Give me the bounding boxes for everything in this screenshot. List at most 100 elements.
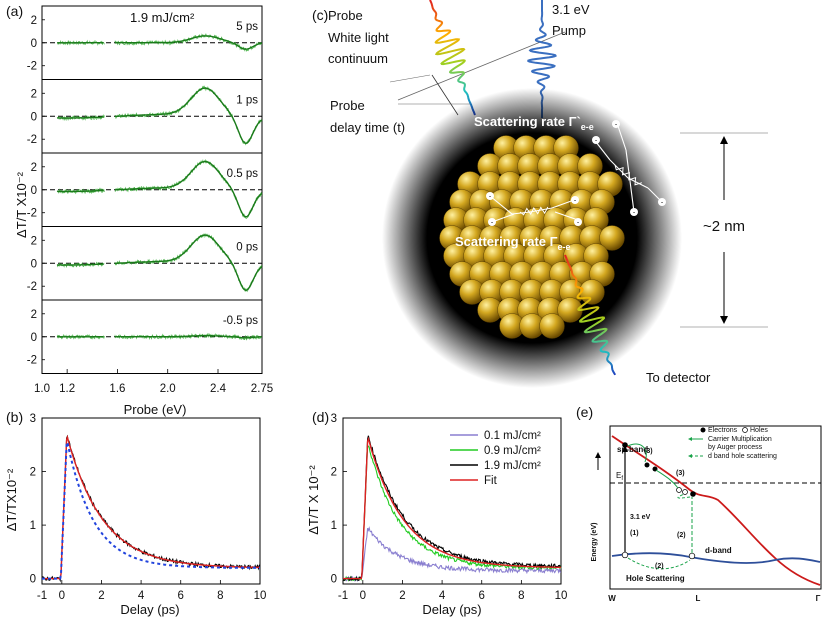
scattering-path — [551, 199, 575, 209]
panel-a-spectrum-fit — [57, 35, 263, 50]
panel-d-frame — [342, 417, 562, 585]
delay-arrow — [431, 74, 459, 116]
panel-e: (e) Energy (eV) Ef sp-band d-band Electr… — [576, 404, 822, 603]
panel-a-ytick-label: 0 — [31, 258, 37, 270]
electron-charge: - — [595, 138, 598, 145]
bPlot-xtick-label: 6 — [178, 590, 184, 602]
electron-charge: - — [633, 210, 636, 217]
panel-a-ytick-label: 0 — [31, 185, 37, 197]
bPlot-xtick-label: 8 — [217, 590, 223, 602]
panel-b-xlabel: Delay (ps) — [120, 602, 179, 617]
panel-e-label: (e) — [576, 404, 593, 420]
bPlot-xtick-label: 2 — [98, 590, 104, 602]
panel-a-delay-label: 0 ps — [236, 242, 258, 254]
panel-b-frame — [41, 417, 261, 585]
panel-e-ylabel: Energy (eV) — [591, 523, 598, 562]
legend-cm-arrowhead — [688, 437, 692, 441]
scattering-path — [554, 211, 579, 221]
panel-a-delay-label: 1 ps — [236, 95, 258, 107]
legend-hole-marker — [742, 427, 748, 433]
panel-a: (a) 1.9 mJ/cm² ΔT/T X10⁻² Probe (eV) 2 0 -… — [6, 3, 273, 417]
electron-4 — [690, 491, 696, 497]
dPlot-ytick-label: 0 — [331, 574, 337, 586]
electron — [486, 192, 494, 200]
cm-arrow-b — [655, 469, 679, 489]
hole-d-1 — [621, 551, 629, 559]
panel-a-xtick-label: 1.6 — [109, 383, 125, 395]
scattering-path — [595, 141, 611, 161]
pump-transition-arrowhead — [622, 445, 628, 452]
scattering-path — [489, 195, 513, 215]
sp-band-curve — [611, 435, 821, 586]
pump-text-2: Pump — [552, 23, 586, 38]
scattering-path — [617, 125, 627, 151]
pump-text-1: 3.1 eV — [552, 2, 590, 17]
panel-a-ytick-label: -2 — [27, 61, 37, 73]
dPlot-xtick-label: -1 — [338, 590, 348, 602]
dPlot-ytick-label: 1 — [331, 520, 337, 532]
bPlot-xtick-label: -1 — [37, 590, 47, 602]
panel-a-ylabel: ΔT/T X10⁻² — [14, 171, 29, 238]
panel-a-ytick-label: 0 — [31, 111, 37, 123]
panel-a-fluence: 1.9 mJ/cm² — [130, 10, 195, 25]
probe-baseline — [389, 74, 431, 83]
panel-a-label: (a) — [6, 3, 23, 19]
scattering-path — [627, 177, 649, 189]
legend-cm-line1: Carrier Multiplication — [708, 436, 772, 443]
electron — [488, 218, 496, 226]
detector-label: To detector — [646, 370, 711, 385]
dPlot-series-2 — [342, 435, 562, 582]
electron — [571, 196, 579, 204]
legend-entry: 0.1 mJ/cm² — [484, 430, 541, 442]
dPlot-ytick-label: 2 — [331, 467, 337, 479]
legend-holes: Holes — [750, 427, 768, 434]
dPlot-xtick-label: 6 — [479, 590, 485, 602]
dPlot-series-1 — [342, 445, 562, 582]
electron-excited — [622, 442, 628, 448]
kpoint-w: W — [608, 594, 616, 603]
electron — [612, 120, 620, 128]
hole-sp-2 — [682, 489, 688, 495]
panel-a-ytick-label: 2 — [31, 309, 37, 321]
bPlot-ytick-label: 2 — [30, 467, 36, 479]
panel-a-spectrum-fit — [57, 87, 263, 145]
legend-entry: Fit — [484, 475, 498, 487]
panel-a-spectrum-fit — [57, 334, 263, 339]
gold-atom — [539, 313, 565, 339]
panel-a-xtick-label: 2.0 — [160, 383, 176, 395]
probe-text-3: continuum — [328, 51, 388, 66]
step-3-label-a: (3) — [644, 448, 653, 455]
legend-cm-line2: by Auger process — [708, 444, 763, 451]
step-2-label-a: (2) — [677, 532, 686, 539]
bPlot-xtick-label: 10 — [254, 590, 267, 602]
bPlot-xtick-label: 4 — [138, 590, 145, 602]
bPlot-series-1 — [42, 434, 260, 580]
panel-a-ytick-label: -2 — [27, 208, 37, 220]
bPlot-ytick-label: 3 — [30, 413, 36, 425]
cm-arrow-a — [627, 443, 647, 463]
electron-charge: - — [661, 200, 664, 207]
electron — [658, 198, 666, 206]
step-3-label-b: (3) — [676, 470, 685, 477]
panel-a-spectrum-fit — [57, 160, 263, 218]
electron — [592, 136, 600, 144]
panel-a-ytick-label: 2 — [31, 235, 37, 247]
scatter-inner-label: Scattering rate Γe-e — [455, 234, 570, 252]
scattering-spring-inner — [519, 206, 549, 216]
electron-charge: - — [574, 198, 577, 205]
panel-a-xtick-label: 2.4 — [210, 383, 227, 395]
panel-c: (c) Probe White light continuum 3.1 eV P… — [312, 0, 768, 388]
dPlot-xtick-label: 2 — [399, 590, 405, 602]
panel-a-spectrum-fit — [57, 234, 263, 292]
panel-b-label: (b) — [6, 409, 23, 425]
panel-a-ytick-label: -2 — [27, 134, 37, 146]
panel-d-label: (d) — [312, 409, 329, 425]
panel-d-xlabel: Delay (ps) — [422, 602, 481, 617]
bPlot-series-2 — [42, 438, 260, 580]
probe-text-1: Probe — [328, 8, 363, 23]
panel-c-label: (c) — [312, 7, 328, 23]
dPlot-xtick-label: 0 — [360, 590, 366, 602]
legend-dhole: d band hole scattering — [708, 453, 777, 460]
dPlot-xtick-label: 10 — [555, 590, 568, 602]
